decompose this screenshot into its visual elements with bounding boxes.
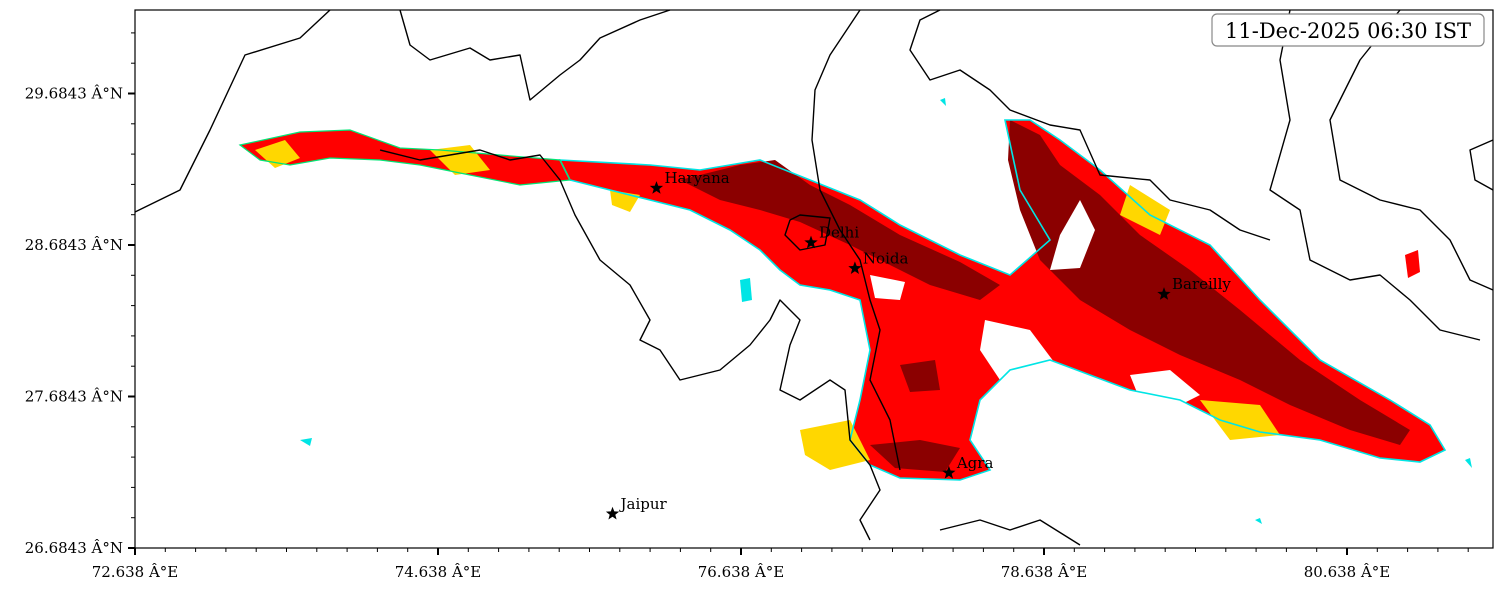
x-tick-label: 78.638 Â°E bbox=[1001, 563, 1088, 581]
x-tick-label: 72.638 Â°E bbox=[92, 563, 179, 581]
fog-region-dense bbox=[1008, 120, 1410, 445]
boundary-line bbox=[399, 9, 671, 101]
clear-pocket bbox=[1050, 200, 1095, 270]
x-tick-label: 80.638 Â°E bbox=[1304, 563, 1391, 581]
boundary-line bbox=[1269, 9, 1481, 341]
city-star-icon bbox=[649, 181, 664, 194]
clear-pocket bbox=[1130, 370, 1200, 410]
boundary-line bbox=[784, 214, 831, 251]
y-tick-label: 27.6843 Â°N bbox=[25, 388, 123, 406]
boundary-line bbox=[134, 9, 331, 213]
timestamp-frame bbox=[1211, 13, 1485, 47]
city-label: Bareilly bbox=[1172, 275, 1231, 293]
boundary-line bbox=[1329, 9, 1494, 291]
y-tick-label: 26.6843 Â°N bbox=[25, 539, 123, 557]
fog-region-moderate-west bbox=[240, 130, 570, 185]
city-star-icon bbox=[605, 506, 620, 520]
city-label: Noida bbox=[863, 249, 909, 267]
city-star-icon bbox=[848, 261, 862, 274]
admin-boundaries bbox=[134, 9, 1494, 546]
fog-speckle bbox=[740, 278, 752, 302]
timestamp-box: 11-Dec-2025 06:30 IST bbox=[1211, 13, 1485, 47]
clear-pocket bbox=[980, 320, 1060, 395]
x-axis: 72.638 Â°E 74.638 Â°E 76.638 Â°E 78.638 Â°E… bbox=[92, 548, 1469, 581]
boundary-line bbox=[811, 9, 901, 471]
x-tick-label: 76.638 Â°E bbox=[698, 563, 785, 581]
fog-speckle bbox=[1465, 458, 1472, 468]
y-axis: 29.6843 Â°N 28.6843 Â°N 27.6843 Â°N 26.6843… bbox=[25, 32, 135, 557]
x-tick-label: 74.638 Â°E bbox=[395, 563, 482, 581]
boundary-line bbox=[939, 519, 1081, 546]
fog-speckle bbox=[1255, 518, 1262, 524]
city-star-icon bbox=[1157, 287, 1171, 300]
boundary-line bbox=[1469, 139, 1494, 191]
boundary-line bbox=[909, 9, 1271, 241]
fog-speckle bbox=[300, 438, 312, 446]
y-tick-label: 29.6843 Â°N bbox=[25, 85, 123, 103]
fog-edge-contour bbox=[238, 129, 571, 186]
city-label: Delhi bbox=[819, 224, 859, 242]
fog-region-dense bbox=[900, 360, 940, 392]
y-tick-label: 28.6843 Â°N bbox=[25, 236, 123, 254]
city-star-icon bbox=[942, 465, 956, 479]
boundary-line bbox=[379, 149, 881, 541]
fog-speckle bbox=[1405, 250, 1420, 278]
map-frame bbox=[134, 9, 1494, 549]
fog-layer bbox=[238, 98, 1472, 524]
city-label: Haryana bbox=[664, 169, 729, 187]
clear-pocket bbox=[870, 275, 905, 300]
city-star-icon bbox=[804, 235, 818, 249]
fog-region-dense bbox=[870, 440, 960, 472]
city-label: Agra bbox=[956, 454, 994, 472]
timestamp-text: 11-Dec-2025 06:30 IST bbox=[1225, 19, 1471, 43]
fog-speckle bbox=[940, 98, 946, 106]
fog-region-light bbox=[255, 140, 300, 168]
fog-region-light bbox=[1200, 400, 1280, 440]
fog-edge-contour bbox=[558, 119, 1447, 481]
city-label: Jaipur bbox=[619, 495, 668, 513]
